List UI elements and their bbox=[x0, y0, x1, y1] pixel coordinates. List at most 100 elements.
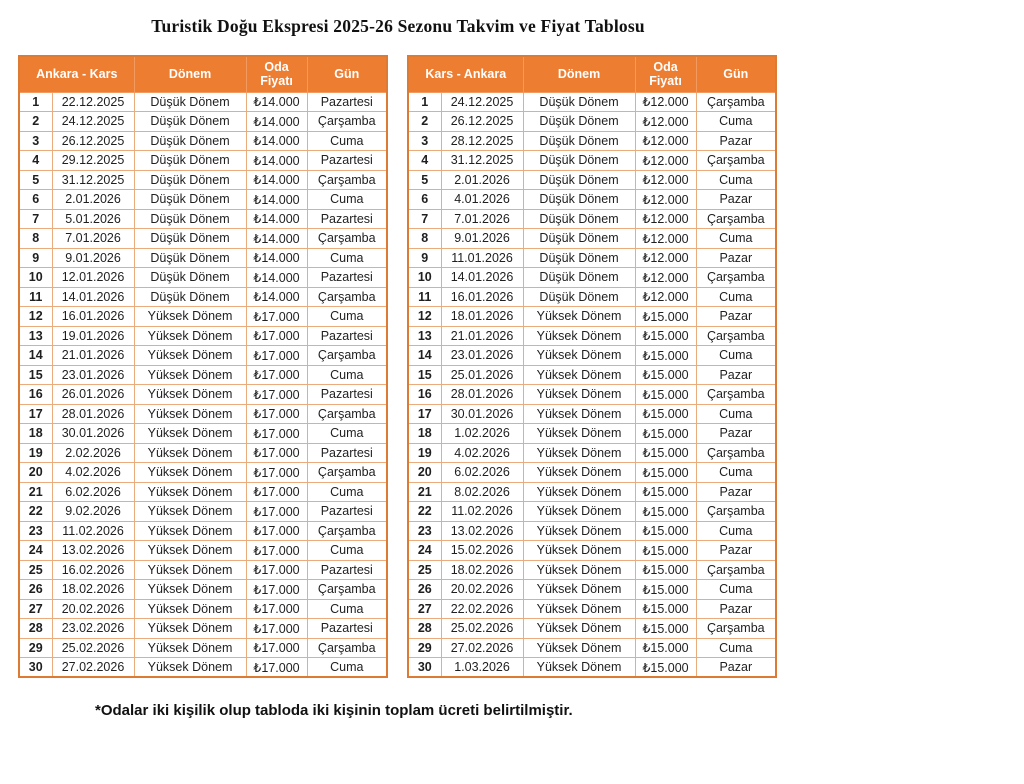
period: Yüksek Dönem bbox=[522, 637, 636, 658]
departure-date: 23.02.2026 bbox=[51, 618, 135, 639]
period: Düşük Dönem bbox=[522, 247, 636, 268]
table-row: 13 21.01.2026 Yüksek Dönem ₺15.000 Çarşamba bbox=[407, 325, 777, 346]
period: Yüksek Dönem bbox=[133, 325, 247, 346]
table-row: 10 12.01.2026 Düşük Dönem ₺14.000 Pazartesi bbox=[18, 267, 388, 288]
row-number: 24 bbox=[407, 540, 442, 561]
period: Düşük Dönem bbox=[522, 189, 636, 210]
table-row: 8 9.01.2026 Düşük Dönem ₺12.000 Cuma bbox=[407, 228, 777, 249]
departure-date: 20.02.2026 bbox=[51, 598, 135, 619]
row-number: 21 bbox=[407, 481, 442, 502]
table-row: 12 16.01.2026 Yüksek Dönem ₺17.000 Cuma bbox=[18, 306, 388, 327]
table-row: 19 4.02.2026 Yüksek Dönem ₺15.000 Çarşamba bbox=[407, 442, 777, 463]
room-price: ₺15.000 bbox=[634, 462, 697, 483]
day: Cuma bbox=[695, 403, 777, 424]
price-header: Oda Fiyatı bbox=[245, 55, 308, 93]
room-price: ₺15.000 bbox=[634, 559, 697, 580]
period: Yüksek Dönem bbox=[522, 462, 636, 483]
table-row: 4 29.12.2025 Düşük Dönem ₺14.000 Pazartesi bbox=[18, 150, 388, 171]
row-number: 16 bbox=[18, 384, 53, 405]
table-row: 18 1.02.2026 Yüksek Dönem ₺15.000 Pazar bbox=[407, 423, 777, 444]
table-row: 20 4.02.2026 Yüksek Dönem ₺17.000 Çarşamba bbox=[18, 462, 388, 483]
room-price: ₺14.000 bbox=[245, 208, 308, 229]
period: Yüksek Dönem bbox=[133, 345, 247, 366]
departure-date: 22.12.2025 bbox=[51, 91, 135, 112]
day: Cuma bbox=[695, 111, 777, 132]
table-row: 27 22.02.2026 Yüksek Dönem ₺15.000 Pazar bbox=[407, 598, 777, 619]
period: Düşük Dönem bbox=[522, 91, 636, 112]
departure-date: 22.02.2026 bbox=[440, 598, 524, 619]
departure-date: 16.01.2026 bbox=[51, 306, 135, 327]
table-row: 21 8.02.2026 Yüksek Dönem ₺15.000 Pazar bbox=[407, 481, 777, 502]
row-number: 29 bbox=[407, 637, 442, 658]
room-price: ₺12.000 bbox=[634, 208, 697, 229]
period: Yüksek Dönem bbox=[133, 403, 247, 424]
table-row: 25 18.02.2026 Yüksek Dönem ₺15.000 Çarşamba bbox=[407, 559, 777, 580]
table-row: 9 9.01.2026 Düşük Dönem ₺14.000 Cuma bbox=[18, 247, 388, 268]
day: Cuma bbox=[695, 579, 777, 600]
departure-date: 23.01.2026 bbox=[440, 345, 524, 366]
room-price: ₺17.000 bbox=[245, 403, 308, 424]
row-number: 25 bbox=[407, 559, 442, 580]
room-price: ₺14.000 bbox=[245, 130, 308, 151]
period: Yüksek Dönem bbox=[522, 423, 636, 444]
period: Yüksek Dönem bbox=[522, 345, 636, 366]
day: Çarşamba bbox=[695, 618, 777, 639]
row-number: 13 bbox=[407, 325, 442, 346]
period: Yüksek Dönem bbox=[133, 637, 247, 658]
table-row: 4 31.12.2025 Düşük Dönem ₺12.000 Çarşamba bbox=[407, 150, 777, 171]
table-row: 10 14.01.2026 Düşük Dönem ₺12.000 Çarşamba bbox=[407, 267, 777, 288]
period: Düşük Dönem bbox=[522, 150, 636, 171]
day: Cuma bbox=[306, 657, 388, 678]
departure-date: 14.01.2026 bbox=[440, 267, 524, 288]
day: Cuma bbox=[306, 364, 388, 385]
day: Çarşamba bbox=[695, 501, 777, 522]
day: Cuma bbox=[306, 130, 388, 151]
row-number: 4 bbox=[18, 150, 53, 171]
table-row: 21 6.02.2026 Yüksek Dönem ₺17.000 Cuma bbox=[18, 481, 388, 502]
departure-date: 25.02.2026 bbox=[51, 637, 135, 658]
period: Düşük Dönem bbox=[522, 111, 636, 132]
row-number: 29 bbox=[18, 637, 53, 658]
row-number: 12 bbox=[18, 306, 53, 327]
period: Yüksek Dönem bbox=[522, 481, 636, 502]
departure-date: 9.01.2026 bbox=[440, 228, 524, 249]
period: Yüksek Dönem bbox=[133, 657, 247, 678]
day: Pazartesi bbox=[306, 501, 388, 522]
departure-date: 14.01.2026 bbox=[51, 286, 135, 307]
departure-date: 16.02.2026 bbox=[51, 559, 135, 580]
day: Pazar bbox=[695, 364, 777, 385]
room-price: ₺17.000 bbox=[245, 384, 308, 405]
departure-date: 2.02.2026 bbox=[51, 442, 135, 463]
day: Çarşamba bbox=[306, 228, 388, 249]
period: Düşük Dönem bbox=[133, 286, 247, 307]
period: Yüksek Dönem bbox=[133, 501, 247, 522]
day: Cuma bbox=[306, 598, 388, 619]
row-number: 21 bbox=[18, 481, 53, 502]
departure-date: 13.02.2026 bbox=[440, 520, 524, 541]
period: Düşük Dönem bbox=[133, 247, 247, 268]
table-row: 7 5.01.2026 Düşük Dönem ₺14.000 Pazartesi bbox=[18, 208, 388, 229]
page: Turistik Doğu Ekspresi 2025-26 Sezonu Ta… bbox=[0, 16, 1024, 719]
row-number: 5 bbox=[407, 169, 442, 190]
day: Pazar bbox=[695, 657, 777, 678]
departure-date: 7.01.2026 bbox=[440, 208, 524, 229]
period: Düşük Dönem bbox=[133, 189, 247, 210]
row-number: 14 bbox=[18, 345, 53, 366]
period: Yüksek Dönem bbox=[522, 325, 636, 346]
period: Yüksek Dönem bbox=[522, 306, 636, 327]
day: Pazartesi bbox=[306, 618, 388, 639]
day: Pazar bbox=[695, 481, 777, 502]
row-number: 7 bbox=[18, 208, 53, 229]
period: Yüksek Dönem bbox=[133, 559, 247, 580]
day: Çarşamba bbox=[306, 403, 388, 424]
room-price: ₺15.000 bbox=[634, 442, 697, 463]
departure-date: 6.02.2026 bbox=[51, 481, 135, 502]
room-price: ₺17.000 bbox=[245, 637, 308, 658]
room-price: ₺17.000 bbox=[245, 442, 308, 463]
room-price: ₺12.000 bbox=[634, 111, 697, 132]
row-number: 19 bbox=[18, 442, 53, 463]
table-header: Kars - Ankara Dönem Oda Fiyatı Gün bbox=[407, 55, 777, 93]
day: Çarşamba bbox=[695, 384, 777, 405]
departure-date: 11.01.2026 bbox=[440, 247, 524, 268]
departure-date: 31.12.2025 bbox=[440, 150, 524, 171]
